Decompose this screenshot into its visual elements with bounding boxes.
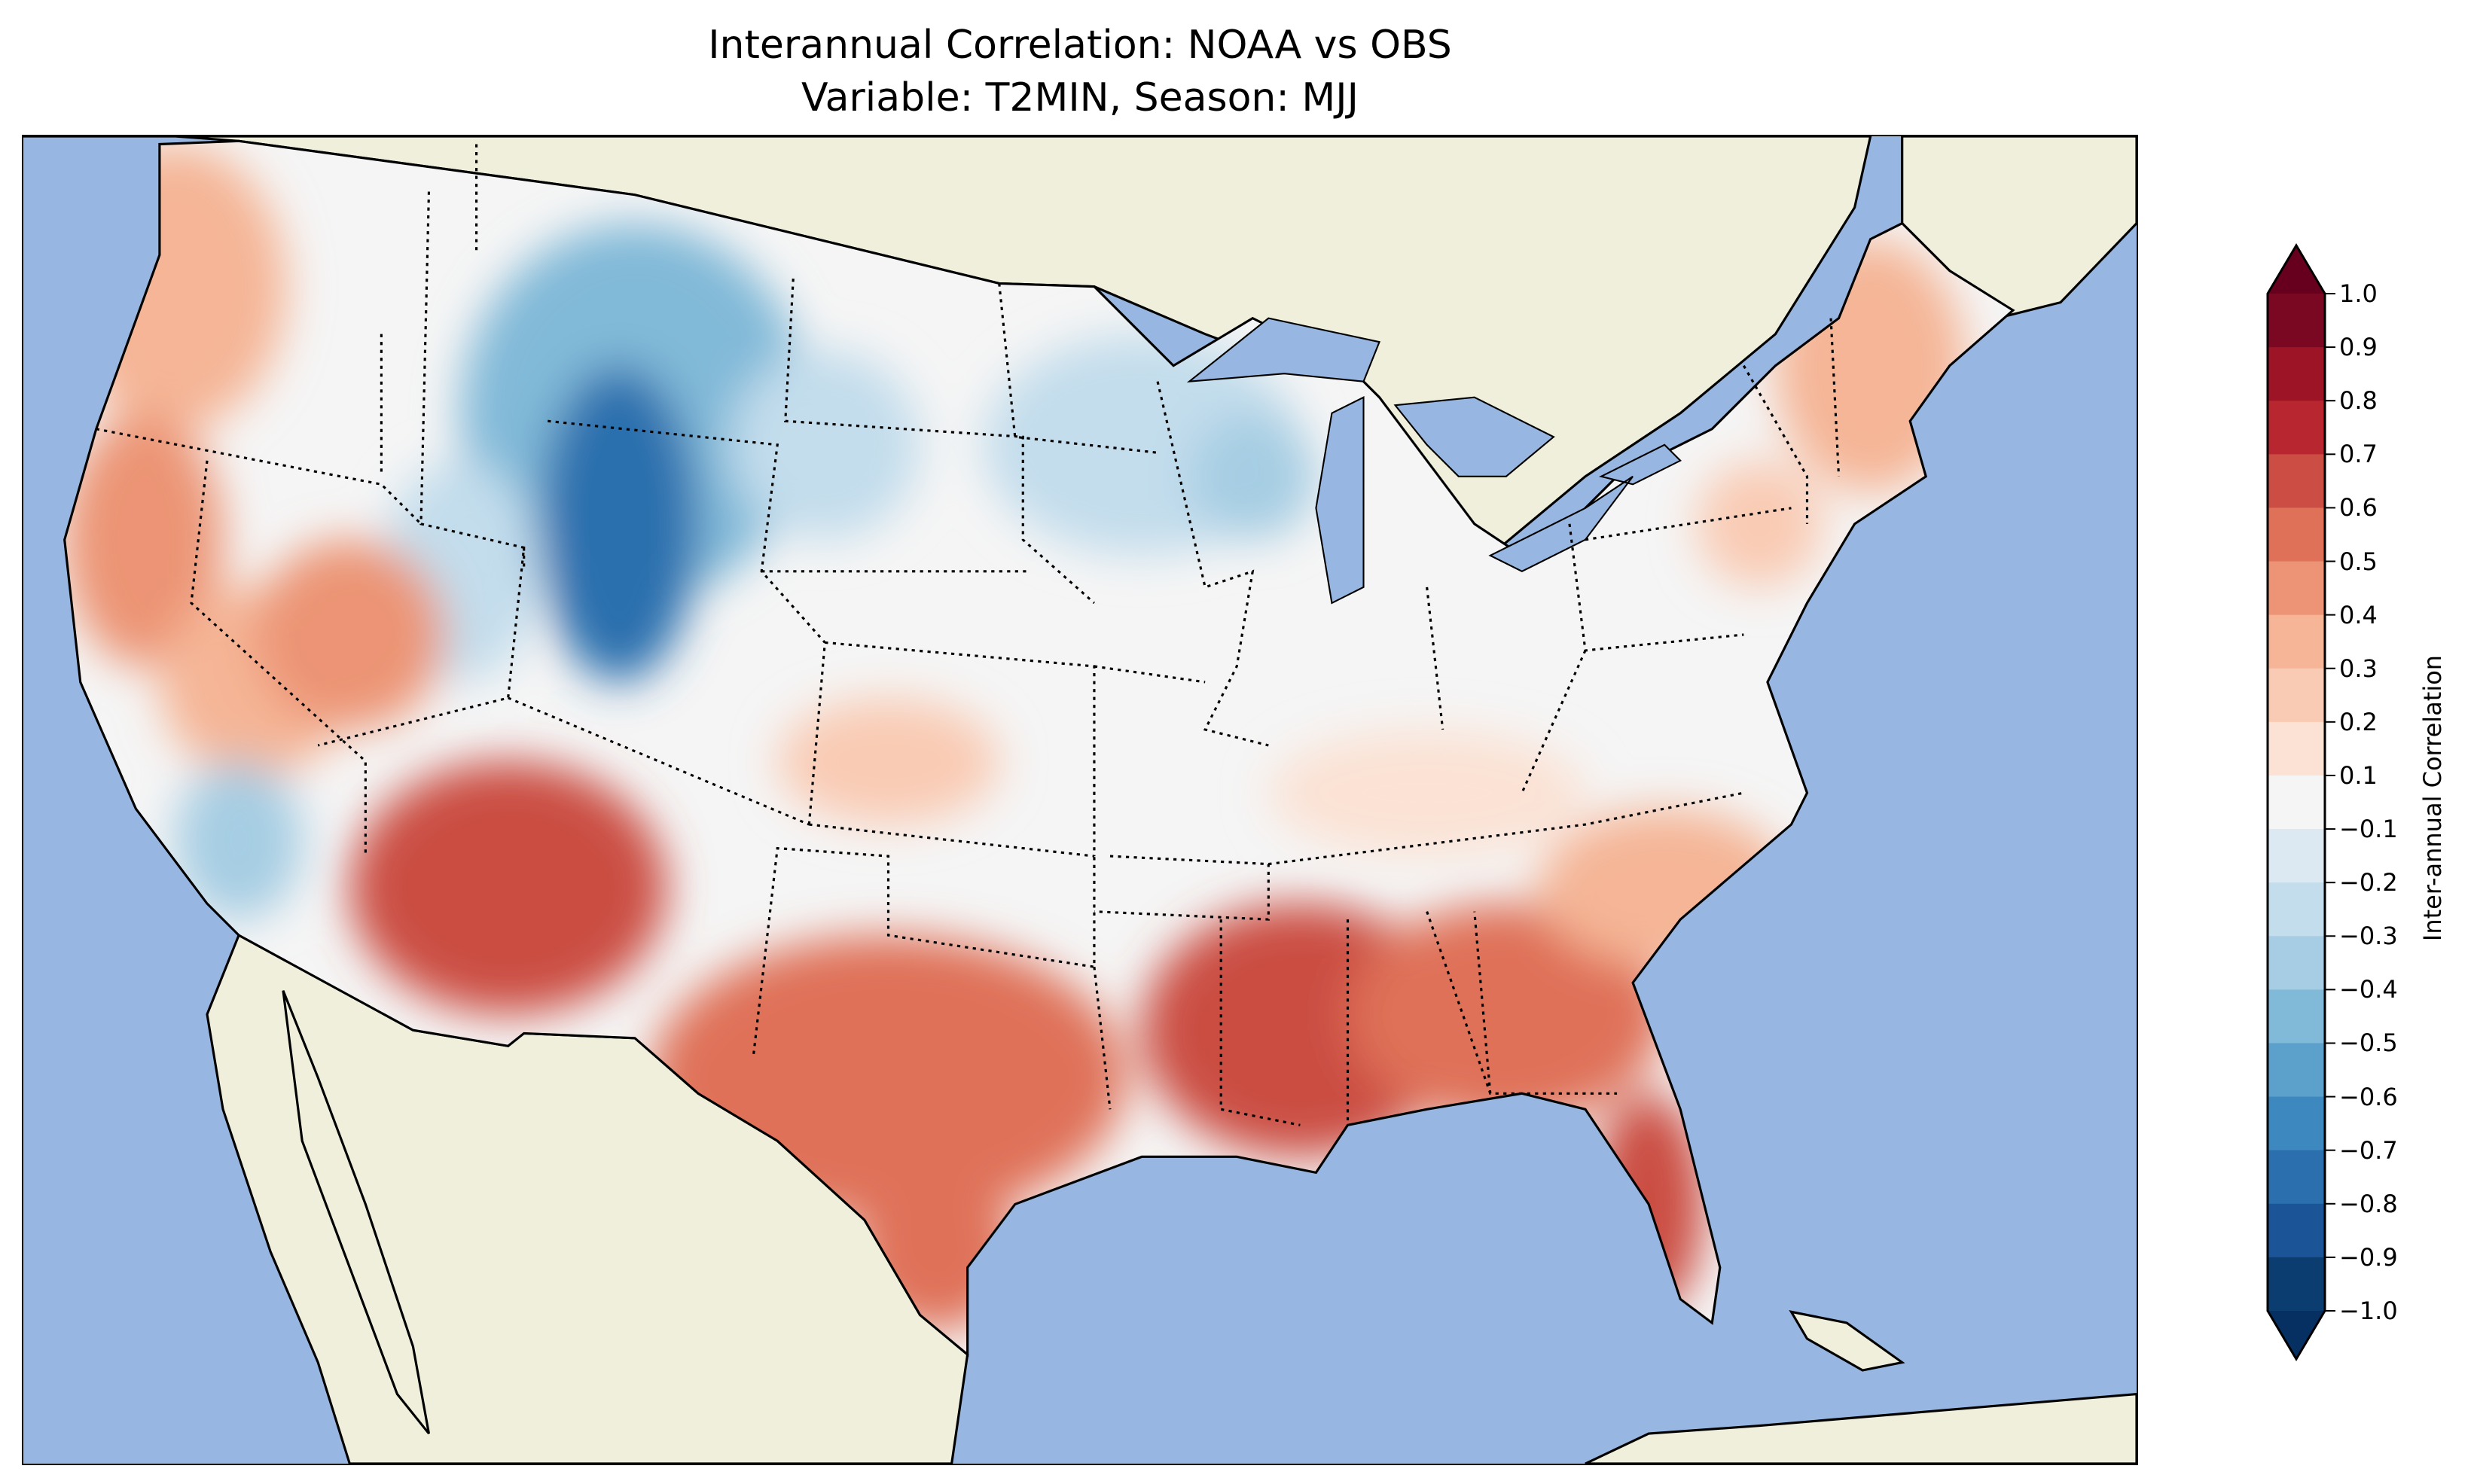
colorbar-tick-label: −0.1 xyxy=(2339,815,2398,844)
colorbar-tick-label: 0.3 xyxy=(2339,654,2378,683)
colorbar-tick-label: 0.8 xyxy=(2339,386,2378,416)
colorbar-segment xyxy=(2268,829,2325,883)
colorbar-segment xyxy=(2268,294,2325,348)
colorbar-segment xyxy=(2268,882,2325,937)
chart-title-line1: Interannual Correlation: NOAA vs OBS xyxy=(708,23,1452,68)
colorbar-segment xyxy=(2268,347,2325,401)
colorbar-segment xyxy=(2268,775,2325,830)
colorbar-tick-label: −0.3 xyxy=(2339,922,2398,951)
state-borders xyxy=(96,144,1841,1126)
chart-title-line2: Variable: T2MIN, Season: MJJ xyxy=(801,75,1359,120)
colorbar-tick-label: −0.8 xyxy=(2339,1189,2398,1218)
colorbar-tick-label: −0.4 xyxy=(2339,975,2398,1004)
colorbar-extend-min xyxy=(2268,1311,2325,1359)
colorbar-segment xyxy=(2268,1150,2325,1205)
colorbar-tick-label: 0.5 xyxy=(2339,547,2378,576)
colorbar-tick-label: −0.7 xyxy=(2339,1135,2398,1165)
correlation-map xyxy=(22,135,2138,1465)
great-lakes xyxy=(1186,317,1682,605)
colorbar-segment xyxy=(2268,1257,2325,1312)
colorbar-segment xyxy=(2268,1043,2325,1098)
colorbar-segment xyxy=(2268,507,2325,562)
colorbar-segment xyxy=(2268,668,2325,723)
colorbar-tick-label: −0.2 xyxy=(2339,868,2398,897)
colorbar-segment xyxy=(2268,1096,2325,1151)
colorbar-segment xyxy=(2268,989,2325,1044)
colorbar-segment xyxy=(2268,936,2325,990)
colorbar-tick-label: 0.1 xyxy=(2339,760,2378,790)
colorbar-segment xyxy=(2268,401,2325,455)
colorbar-tick-label: −0.5 xyxy=(2339,1028,2398,1058)
land-baja xyxy=(282,990,431,1435)
land-cuba xyxy=(1789,1310,1905,1372)
colorbar-tick-label: −0.6 xyxy=(2339,1082,2398,1111)
colorbar-segment xyxy=(2268,454,2325,508)
colorbar-tick-label: 0.2 xyxy=(2339,707,2378,736)
colorbar-segment xyxy=(2268,561,2325,616)
colorbar-segment xyxy=(2268,614,2325,669)
colorbar-segment xyxy=(2268,1203,2325,1258)
land-yucatan xyxy=(1585,1392,2137,1464)
colorbar-tick-label: −0.9 xyxy=(2339,1242,2398,1272)
colorbar-tick-label: 0.7 xyxy=(2339,440,2378,469)
colorbar-tick-label: 1.0 xyxy=(2339,279,2378,308)
colorbar-tick-label: −1.0 xyxy=(2339,1297,2398,1325)
colorbar-tick-label: 0.6 xyxy=(2339,493,2378,523)
colorbar-tick-label: 0.4 xyxy=(2339,600,2378,629)
colorbar-segment xyxy=(2268,721,2325,776)
colorbar-extend-max xyxy=(2268,245,2325,294)
colorbar-tick-label: 0.9 xyxy=(2339,333,2378,362)
